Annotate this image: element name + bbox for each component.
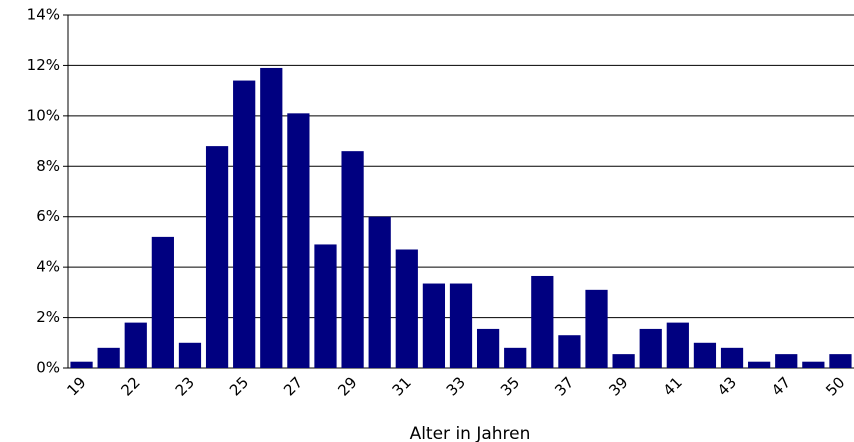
bar [97, 347, 120, 368]
x-tick-label: 35 [497, 373, 523, 399]
x-tick-label: 23 [172, 373, 198, 399]
x-axis-label: Alter in Jahren [410, 424, 531, 442]
bar [639, 328, 662, 368]
bar [70, 361, 93, 368]
bar [476, 328, 500, 368]
y-tick-label: 12% [27, 56, 60, 74]
x-tick-label: 22 [118, 373, 144, 399]
bar [720, 347, 744, 368]
bar [205, 146, 229, 368]
bar [829, 354, 852, 368]
x-tick-label: 43 [714, 373, 740, 399]
bar [693, 342, 717, 368]
x-tick-label: 19 [63, 373, 89, 399]
bar [341, 151, 364, 368]
bar [531, 275, 554, 368]
y-tick-label: 0% [36, 359, 60, 377]
bar [314, 244, 337, 368]
y-tick-label: 4% [36, 258, 60, 276]
bar [449, 283, 473, 368]
bar [775, 354, 798, 368]
bar [368, 216, 391, 368]
bar [124, 322, 147, 368]
bar [287, 113, 310, 368]
x-tick-label: 41 [660, 373, 686, 399]
x-tick-label: 25 [226, 373, 252, 399]
bar [504, 347, 527, 368]
bar [748, 361, 771, 368]
x-tick-label: 29 [334, 373, 360, 399]
y-tick-label: 14% [27, 6, 60, 24]
y-tick-label: 6% [36, 207, 60, 225]
bar [422, 283, 446, 368]
x-tick-label: 39 [605, 373, 631, 399]
bar [260, 67, 283, 368]
bar [558, 335, 581, 368]
x-tick-label: 27 [280, 373, 306, 399]
bar [151, 236, 174, 368]
bar [395, 249, 418, 368]
x-tick-label: 31 [389, 373, 415, 399]
bar [612, 354, 635, 368]
x-tick-label: 50 [822, 373, 848, 399]
bar [178, 342, 202, 368]
bar [585, 289, 608, 368]
y-tick-label: 10% [27, 106, 60, 124]
bar [802, 361, 825, 368]
x-tick-label: 47 [768, 373, 794, 399]
y-tick-label: 2% [36, 308, 60, 326]
bar [233, 80, 256, 369]
y-tick-label: 8% [36, 157, 60, 175]
bar [666, 322, 689, 368]
x-tick-label: 33 [443, 373, 469, 399]
x-tick-label: 37 [551, 373, 577, 399]
